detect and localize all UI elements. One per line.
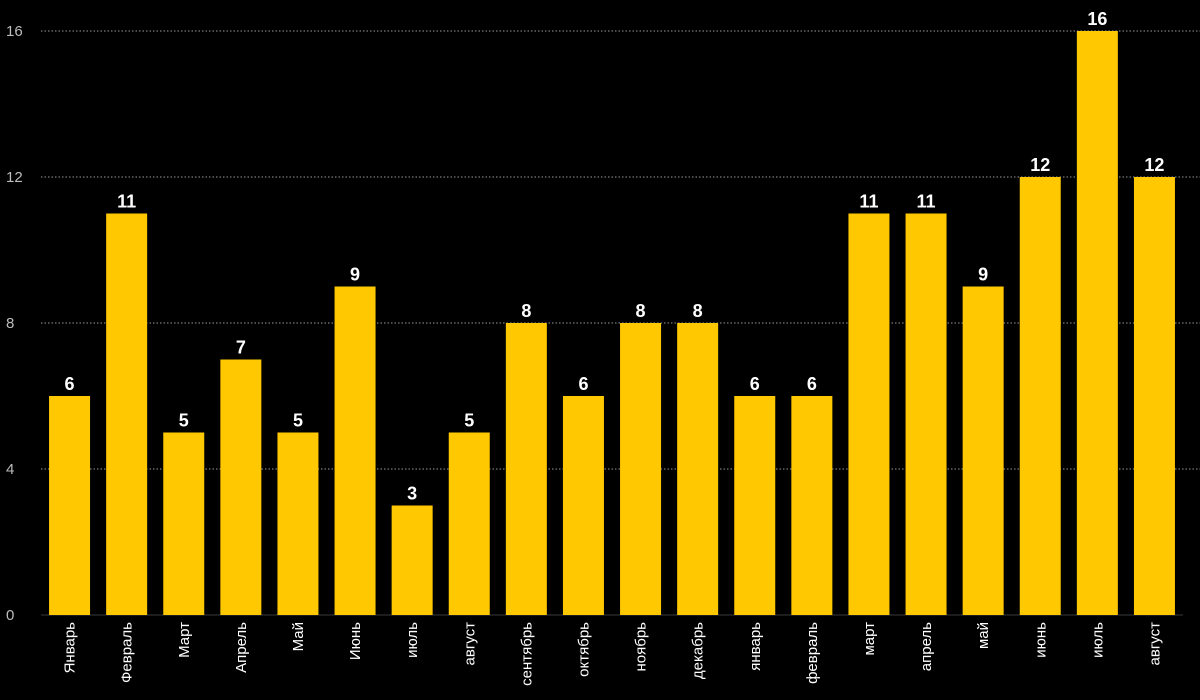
bar: [620, 323, 662, 615]
value-label: 8: [521, 301, 531, 321]
bar: [848, 213, 890, 615]
value-label: 11: [117, 192, 136, 212]
bar: [791, 396, 833, 615]
value-label: 6: [65, 374, 75, 394]
category-label: ноябрь: [633, 622, 650, 672]
category-label: Май: [290, 622, 307, 651]
category-label: июль: [1089, 622, 1106, 658]
bar: [220, 359, 262, 615]
value-label: 12: [1144, 155, 1164, 175]
category-label: сентябрь: [518, 622, 535, 686]
y-tick-label: 0: [6, 607, 14, 624]
bar: [505, 323, 547, 615]
bar: [562, 396, 604, 615]
value-label: 11: [859, 192, 878, 212]
bar: [277, 432, 319, 615]
category-label: март: [861, 622, 878, 656]
category-label: июль: [404, 622, 421, 658]
category-label: январь: [747, 622, 764, 671]
bar: [1019, 177, 1061, 615]
bar: [448, 432, 490, 615]
bar: [334, 286, 376, 615]
bars: [49, 31, 1175, 615]
bar: [734, 396, 776, 615]
bar: [962, 286, 1004, 615]
y-tick-label: 4: [6, 461, 14, 478]
y-tick-label: 12: [6, 169, 23, 186]
value-label: 11: [917, 192, 936, 212]
value-label: 16: [1087, 9, 1107, 29]
value-label: 8: [636, 301, 646, 321]
bar: [106, 213, 148, 615]
value-label: 6: [807, 374, 817, 394]
bar: [677, 323, 719, 615]
category-label: февраль: [804, 622, 821, 684]
y-axis-ticks: 0 4 8 12 16: [6, 23, 23, 624]
bar: [1076, 31, 1118, 615]
value-label: 5: [179, 411, 189, 431]
value-label: 6: [578, 374, 588, 394]
value-label: 9: [350, 265, 360, 285]
value-label: 7: [236, 338, 246, 358]
category-label: Июнь: [347, 622, 364, 660]
category-label: Апрель: [233, 622, 250, 673]
value-label: 8: [693, 301, 703, 321]
category-label: декабрь: [690, 622, 707, 679]
bar: [391, 505, 433, 615]
y-tick-label: 16: [6, 23, 23, 40]
category-label: Январь: [62, 622, 79, 674]
value-labels: 6 11 5 7 5 9 3 5 8 6 8 8 6 6 11 11 9 12 16 12: [65, 9, 1165, 504]
category-label: октябрь: [575, 622, 592, 677]
bar: [49, 396, 91, 615]
category-label: апрель: [918, 622, 935, 671]
bar: [163, 432, 205, 615]
value-label: 5: [293, 411, 303, 431]
value-label: 6: [750, 374, 760, 394]
category-label: май: [975, 622, 992, 649]
category-labels: Январь Февраль Март Апрель Май Июнь июль август…: [62, 622, 1164, 686]
category-label: Март: [176, 622, 193, 658]
value-label: 5: [464, 411, 474, 431]
category-label: Февраль: [119, 622, 136, 683]
y-tick-label: 8: [6, 315, 14, 332]
category-label: июнь: [1032, 622, 1049, 658]
value-label: 3: [407, 484, 417, 504]
bar: [905, 213, 947, 615]
category-label: август: [461, 622, 478, 666]
value-label: 12: [1030, 155, 1050, 175]
value-label: 9: [978, 265, 988, 285]
category-label: август: [1146, 622, 1163, 666]
bar: [1133, 177, 1175, 615]
